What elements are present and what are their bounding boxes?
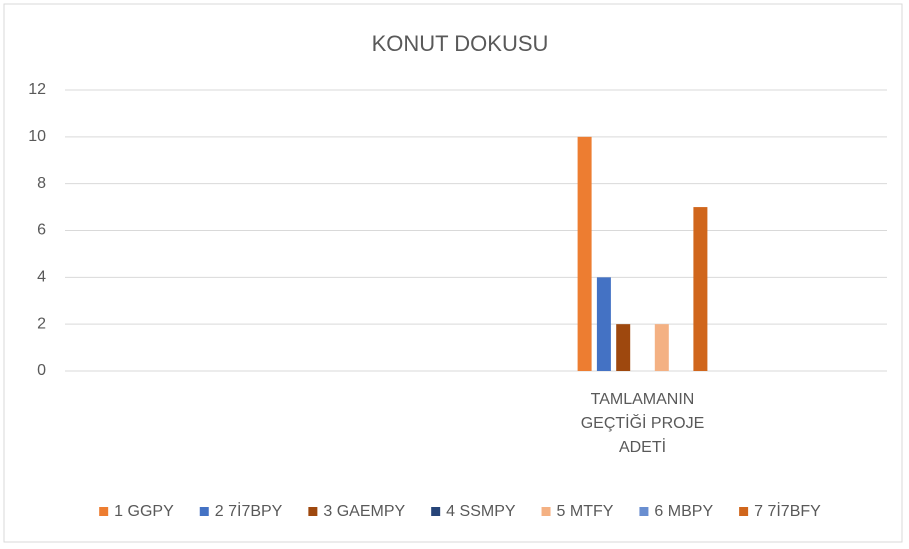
bar (616, 324, 631, 371)
y-tick-label: 12 (28, 81, 46, 98)
legend-label: 6 MBPY (654, 503, 713, 520)
bar (577, 136, 592, 371)
legend-marker (541, 507, 551, 516)
x-tick-label: TAMLAMANIN GEÇTİĞİ PROJE ADETİ (581, 391, 705, 456)
legend-label: 2 7İ7BPY (215, 501, 283, 520)
y-tick-label: 2 (37, 315, 46, 332)
chart-title: KONUT DOKUSU (372, 31, 549, 56)
y-tick-label: 0 (37, 362, 46, 379)
bar (596, 277, 611, 371)
legend-marker (431, 507, 441, 516)
bar (654, 324, 669, 371)
y-tick-label: 4 (37, 269, 46, 286)
legend-marker (639, 507, 649, 516)
legend-label: 1 GGPY (114, 503, 174, 520)
legend-label: 3 GAEMPY (323, 503, 405, 520)
chart-frame (3, 3, 903, 543)
legend-marker (308, 507, 318, 516)
legend-label: 7 7İ7BFY (754, 501, 821, 520)
y-tick-label: 6 (37, 222, 46, 239)
legend-label: 4 SSMPY (446, 503, 516, 520)
legend-marker (99, 507, 109, 516)
legend-marker (199, 507, 209, 516)
y-tick-label: 8 (37, 175, 46, 192)
legend-marker (739, 507, 749, 516)
legend-label: 5 MTFY (557, 503, 614, 520)
y-tick-label: 10 (28, 128, 46, 145)
bar (693, 207, 708, 371)
